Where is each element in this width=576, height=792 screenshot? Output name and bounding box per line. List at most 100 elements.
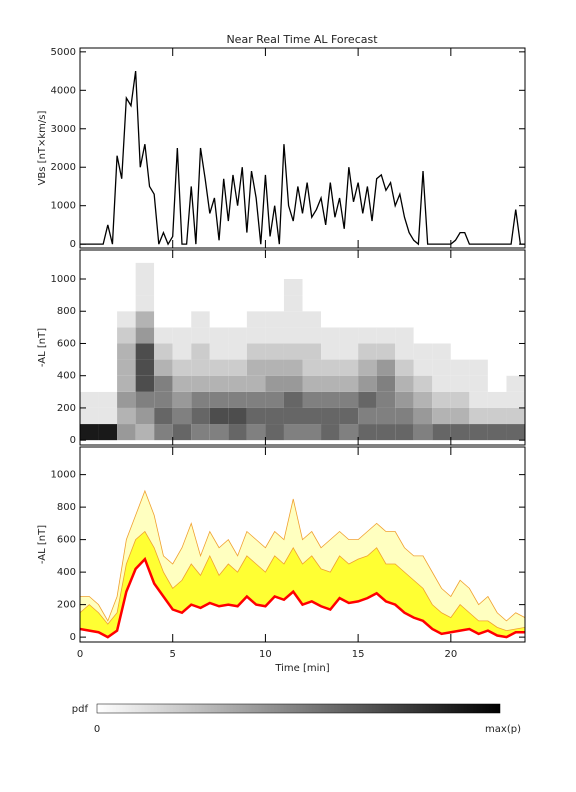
pdf-cell [135,311,155,328]
pdf-cell [209,327,229,344]
pdf-cell [469,262,488,280]
pdf-cell [228,311,247,328]
y-tick-label: 400 [57,567,76,578]
pdf-cell [283,311,303,328]
pdf-cell [228,295,247,312]
pdf-cell [302,327,322,344]
pdf-cell [395,311,414,328]
pdf-cell [265,359,284,376]
pdf-cell [283,327,303,344]
pdf-cell [339,391,359,408]
pdf-cell [413,407,433,425]
pdf-cell [432,327,451,344]
pdf-cell [358,295,377,312]
pdf-cell [283,359,303,376]
pdf-cell [265,343,284,360]
pdf-cell [228,391,247,408]
pdf-cell [339,359,359,376]
y-tick-label: 600 [57,535,76,546]
pdf-cell [228,343,247,360]
pdf-cell [135,407,155,425]
outer-edge [80,489,525,622]
y-tick-label: 1000 [51,274,76,285]
colorbar-min: 0 [94,724,100,735]
y-tick-label: 2000 [51,162,76,173]
pdf-cell [98,311,118,328]
pdf-cell [450,311,470,328]
pdf-cell [321,327,340,344]
colorbar-max: max(p) [485,724,521,735]
pdf-cell [469,311,488,328]
chart-title: Near Real Time AL Forecast [226,33,378,46]
y-tick-label: 3000 [51,124,76,135]
pdf-cell [265,279,284,296]
pdf-cell [172,359,192,376]
y-axis-label: VBs [nT×km/s] [37,110,48,185]
pdf-cell [191,407,210,425]
pdf-cell [302,359,322,376]
pdf-cell [339,424,359,441]
pdf-cell [117,327,136,344]
pdf-cell [487,424,507,441]
pdf-cell [432,343,451,360]
pdf-cell [487,279,507,296]
pdf-cell [395,407,414,425]
y-tick-label: 200 [57,600,76,611]
pdf-cell [506,295,525,312]
pdf-cell [302,391,322,408]
pdf-cell [283,295,303,312]
pdf-cell [395,359,414,376]
pdf-cell [172,407,192,425]
pdf-cell [209,424,229,441]
pdf-cell [154,311,173,328]
pdf-cell [172,311,192,328]
pdf-cell [506,375,525,392]
pdf-cell [117,391,136,408]
pdf-cell [413,311,433,328]
pdf-cell [321,424,340,441]
axes-frame [79,47,526,249]
pdf-cell [321,375,340,392]
y-tick-label: 1000 [51,470,76,481]
pdf-cell [413,375,433,392]
vbs-line [80,70,525,246]
pdf-cell [487,262,507,280]
pdf-cell [228,327,247,344]
pdf-cell [80,279,99,296]
pdf-cell [376,407,396,425]
pdf-cell [302,407,322,425]
pdf-cell [98,279,118,296]
pdf-cell [321,343,340,360]
pdf-cell [358,311,377,328]
pdf-cell [98,375,118,392]
pdf-cell [154,359,173,376]
pdf-cell [450,327,470,344]
y-axis-label: -AL [nT] [37,525,48,564]
pdf-cell [358,343,377,360]
x-tick-label: 15 [352,649,365,660]
pdf-cell [265,424,284,441]
pdf-cell [98,424,118,441]
pdf-cell [246,262,266,280]
pdf-cell [80,359,99,376]
pdf-cell [154,327,173,344]
pdf-cell [80,407,99,425]
pdf-cell [246,311,266,328]
pdf-cell [283,424,303,441]
pdf-cell [117,343,136,360]
y-tick-label: 4000 [51,85,76,96]
pdf-cell [302,295,322,312]
pdf-cell [432,295,451,312]
pdf-cell [395,262,414,280]
pdf-cell [487,343,507,360]
pdf-cell [506,359,525,376]
pdf-cell [246,359,266,376]
pdf-cell [432,407,451,425]
pdf-cell [98,359,118,376]
pdf-cell [487,407,507,425]
pdf-cell [321,359,340,376]
pdf-cell [209,279,229,296]
pdf-cell [376,327,396,344]
pdf-cell [302,343,322,360]
